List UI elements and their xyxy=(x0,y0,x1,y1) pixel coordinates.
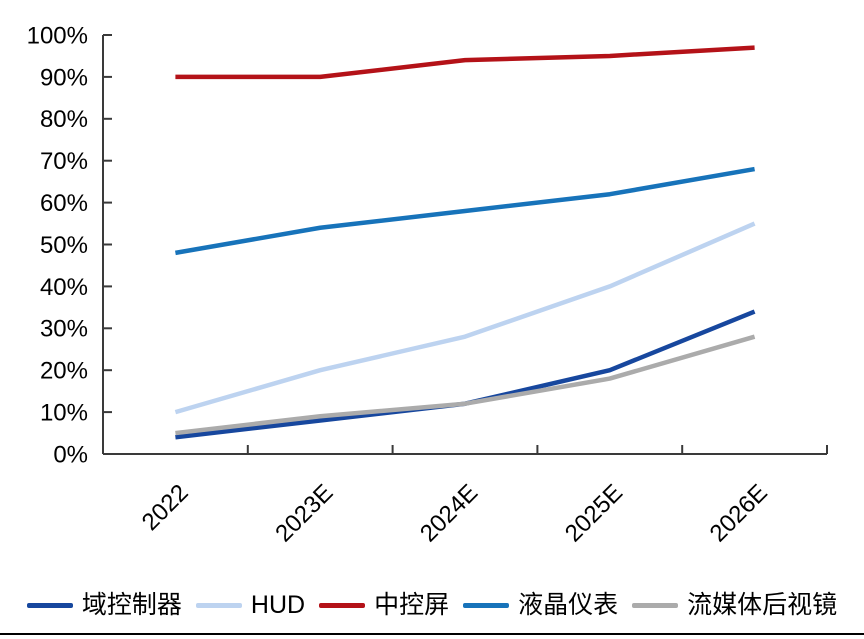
legend-label: 液晶仪表 xyxy=(518,591,619,619)
legend-swatch-icon xyxy=(463,602,510,608)
y-tick-label: 30% xyxy=(40,316,88,343)
x-tick-label: 2022 xyxy=(137,479,194,536)
legend-item-4: 流媒体后视镜 xyxy=(632,591,837,620)
y-tick-label: 50% xyxy=(40,232,88,259)
x-tick-label: 2026E xyxy=(705,479,773,547)
legend-swatch-icon xyxy=(319,602,366,608)
series-line-4 xyxy=(175,334,756,436)
legend-label: 中控屏 xyxy=(374,591,450,619)
legend-label: HUD xyxy=(250,591,306,619)
x-tick-label: 2025E xyxy=(560,479,628,547)
legend-swatch-icon xyxy=(195,602,242,608)
x-tick-label: 2023E xyxy=(270,479,338,547)
legend-swatch-icon xyxy=(632,602,679,608)
legend-label: 流媒体后视镜 xyxy=(687,591,838,619)
legend-swatch-icon xyxy=(26,602,73,608)
x-tick-label: 2024E xyxy=(415,479,483,547)
y-tick-label: 0% xyxy=(53,441,88,468)
y-tick-label: 90% xyxy=(40,64,88,91)
series-line-0 xyxy=(175,309,756,440)
legend-label: 域控制器 xyxy=(81,591,182,619)
y-tick-label: 60% xyxy=(40,190,88,217)
series-line-3 xyxy=(175,166,755,256)
y-tick-label: 10% xyxy=(40,400,88,427)
legend-item-1: HUD xyxy=(195,591,306,620)
series-line-1 xyxy=(174,221,756,415)
y-tick-label: 20% xyxy=(40,358,88,385)
chart-plot-area: 0% 10% 20% 30% 40% 50% 60% 70% 80% 90% 100% 2022 202… xyxy=(27,22,828,547)
chart-legend: 域控制器 HUD 中控屏 液晶仪表 流媒体后视镜 xyxy=(0,591,864,620)
legend-item-0: 域控制器 xyxy=(26,591,182,620)
y-tick-label: 70% xyxy=(40,148,88,175)
y-tick-label: 40% xyxy=(40,274,88,301)
y-tick-label: 100% xyxy=(27,22,88,49)
y-tick-label: 80% xyxy=(40,106,88,133)
figure-bottom-border xyxy=(0,633,864,635)
legend-item-3: 液晶仪表 xyxy=(463,591,618,620)
legend-item-2: 中控屏 xyxy=(319,591,449,620)
series-line-2 xyxy=(175,45,755,80)
